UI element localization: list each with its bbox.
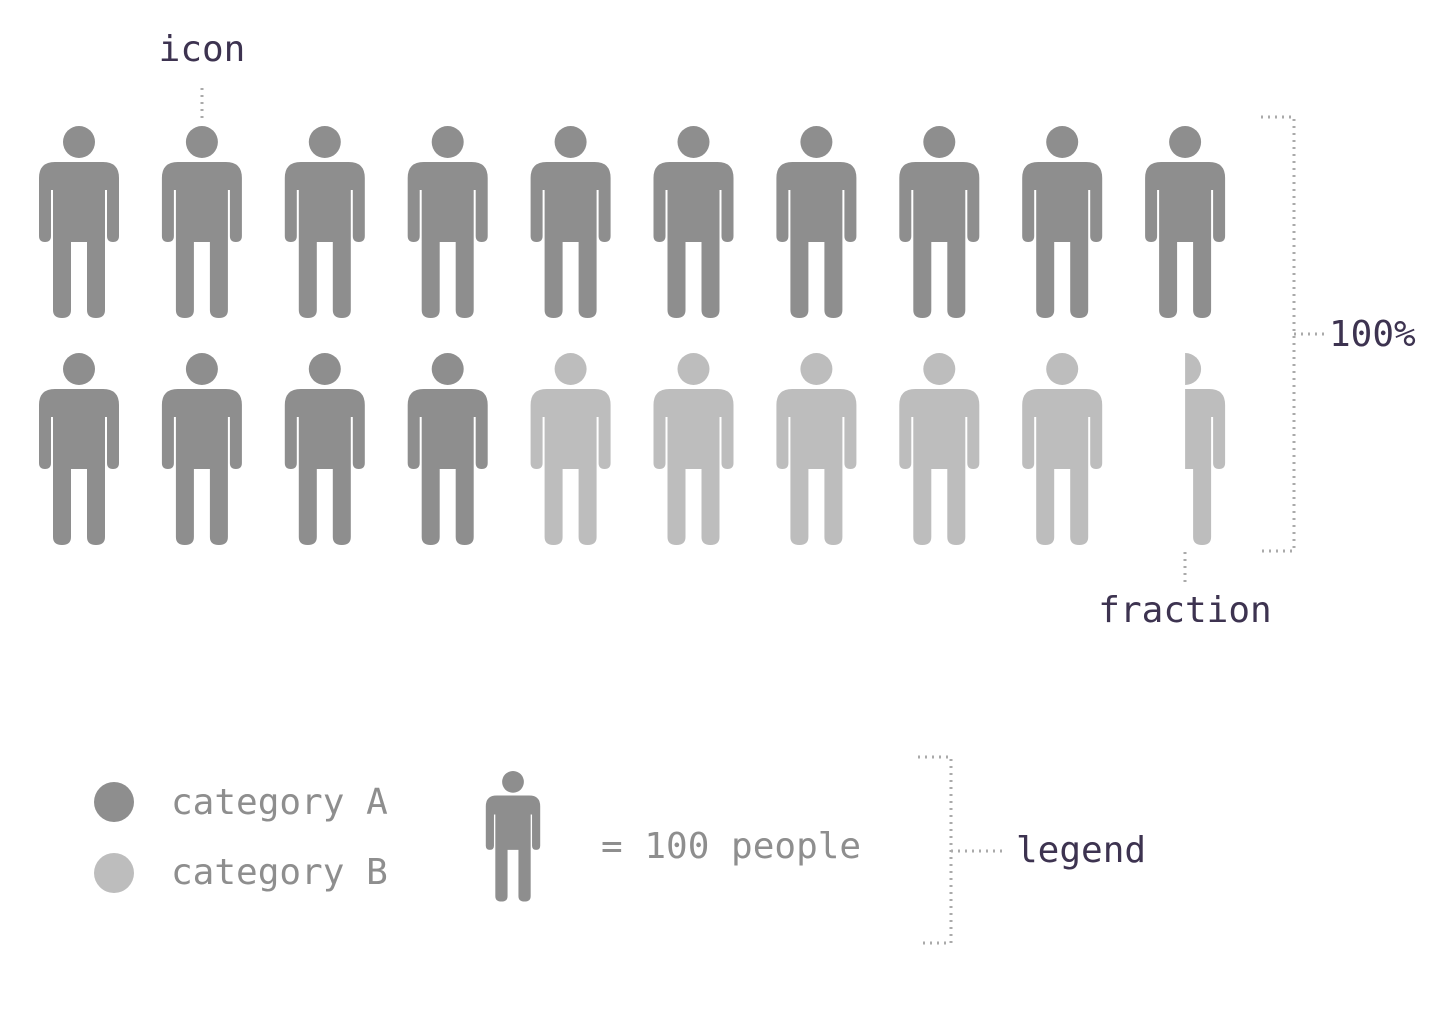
person-icon-11 [39,353,119,545]
person-icon-4 [407,126,488,318]
person-icon-2 [161,126,242,318]
person-icon-20-fraction [1185,353,1226,545]
legend-swatch-category-b [94,853,134,893]
person-icon-1 [39,126,119,318]
person-icon-7 [776,126,857,318]
person-icon-10 [1145,126,1226,318]
person-icon-15 [530,353,611,545]
total-annotation-label: 100% [1329,314,1416,355]
fraction-annotation-label: fraction [1098,590,1271,631]
person-icon-6 [653,126,734,318]
person-icon-12 [161,353,242,545]
person-icon-17 [776,353,857,545]
legend-annotation-label: legend [1016,830,1146,871]
legend-label-category-a: category A [171,782,388,823]
legend-unit-text: = 100 people [601,826,861,867]
person-icon-8 [899,126,980,318]
person-icon-9 [1022,126,1103,318]
icon-grid [39,126,1226,545]
person-icon-13 [284,353,365,545]
legend-swatch-category-a [94,782,134,822]
legend: category A category B = 100 people [94,771,861,902]
icon-annotation-label: icon [159,29,246,70]
legend-person-icon [485,771,541,902]
legend-label-category-b: category B [171,852,388,893]
person-icon-16 [653,353,734,545]
legend-bracket [918,755,953,945]
person-icon-20-filled-part [1185,353,1226,545]
total-bracket [1261,115,1296,553]
person-icon-3 [284,126,365,318]
person-icon-5 [530,126,611,318]
person-icon-14 [407,353,488,545]
person-icon-19 [1022,353,1103,545]
person-icon-18 [899,353,980,545]
legend-person-icon-shape [485,771,541,902]
